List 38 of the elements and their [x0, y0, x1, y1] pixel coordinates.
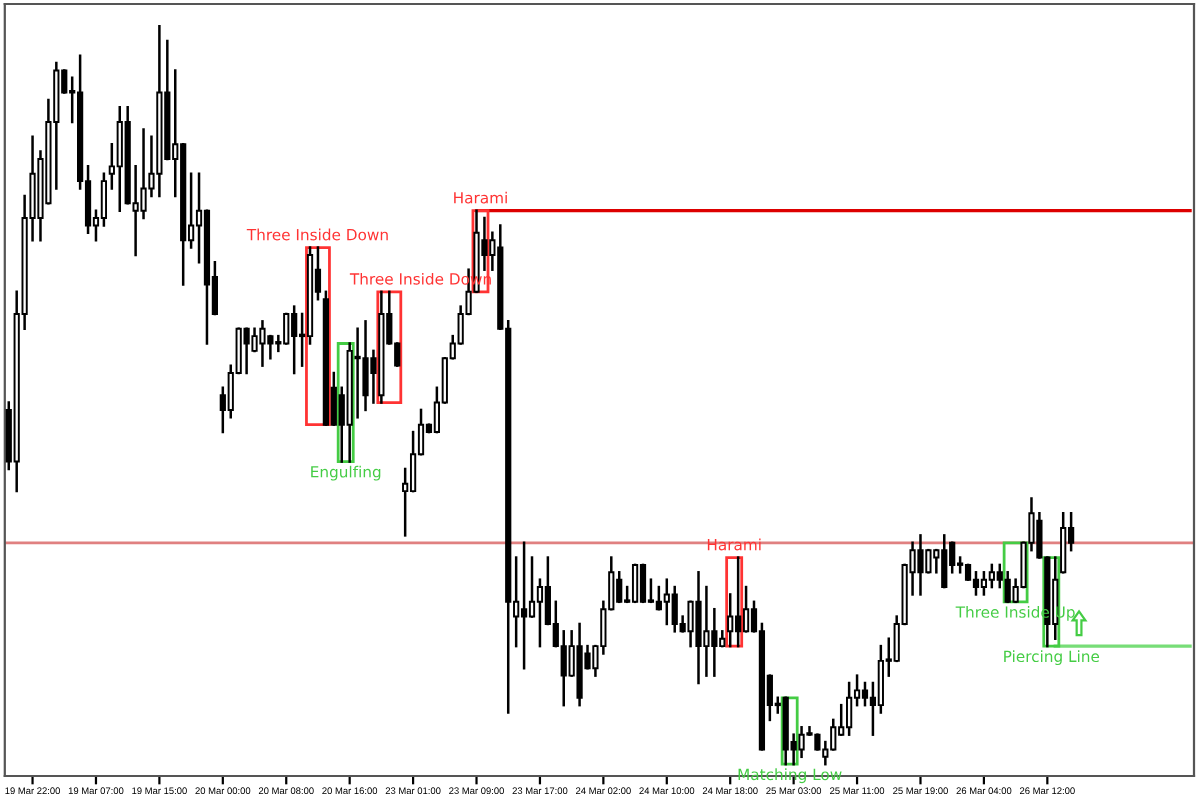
candlestick [798, 726, 805, 759]
candlestick [735, 556, 742, 648]
candlestick [846, 681, 853, 736]
candlestick [267, 334, 274, 360]
candlestick [631, 563, 639, 604]
candlestick [695, 571, 702, 685]
candlestick [291, 305, 298, 375]
candlestick [925, 548, 932, 574]
candlestick [520, 541, 528, 670]
candlestick [663, 578, 670, 626]
candlestick [972, 571, 980, 596]
candlestick [243, 327, 250, 375]
candlestick [560, 630, 567, 707]
candlestick [116, 106, 123, 212]
candlestick [980, 571, 988, 596]
candlestick [988, 563, 995, 589]
candlestick [941, 534, 948, 589]
candlestick [671, 585, 678, 633]
candlestick [917, 534, 924, 596]
candlestick [283, 312, 290, 345]
candlestick [861, 681, 869, 707]
candlestick [409, 430, 417, 493]
candlestick [639, 563, 647, 604]
candlestick [1004, 571, 1011, 604]
candlestick [259, 320, 266, 367]
candlestick [703, 585, 710, 677]
candlestick [362, 320, 369, 412]
candlestick [687, 600, 694, 648]
candlestick [877, 644, 884, 714]
candlestick [536, 578, 544, 648]
candlestick [616, 571, 623, 604]
candlestick [727, 593, 734, 648]
candlestick [711, 607, 718, 677]
candlestick [528, 556, 536, 618]
candlestick [100, 172, 108, 227]
candlestick [742, 585, 750, 633]
candlestick [655, 585, 662, 611]
candlestick [354, 327, 361, 419]
